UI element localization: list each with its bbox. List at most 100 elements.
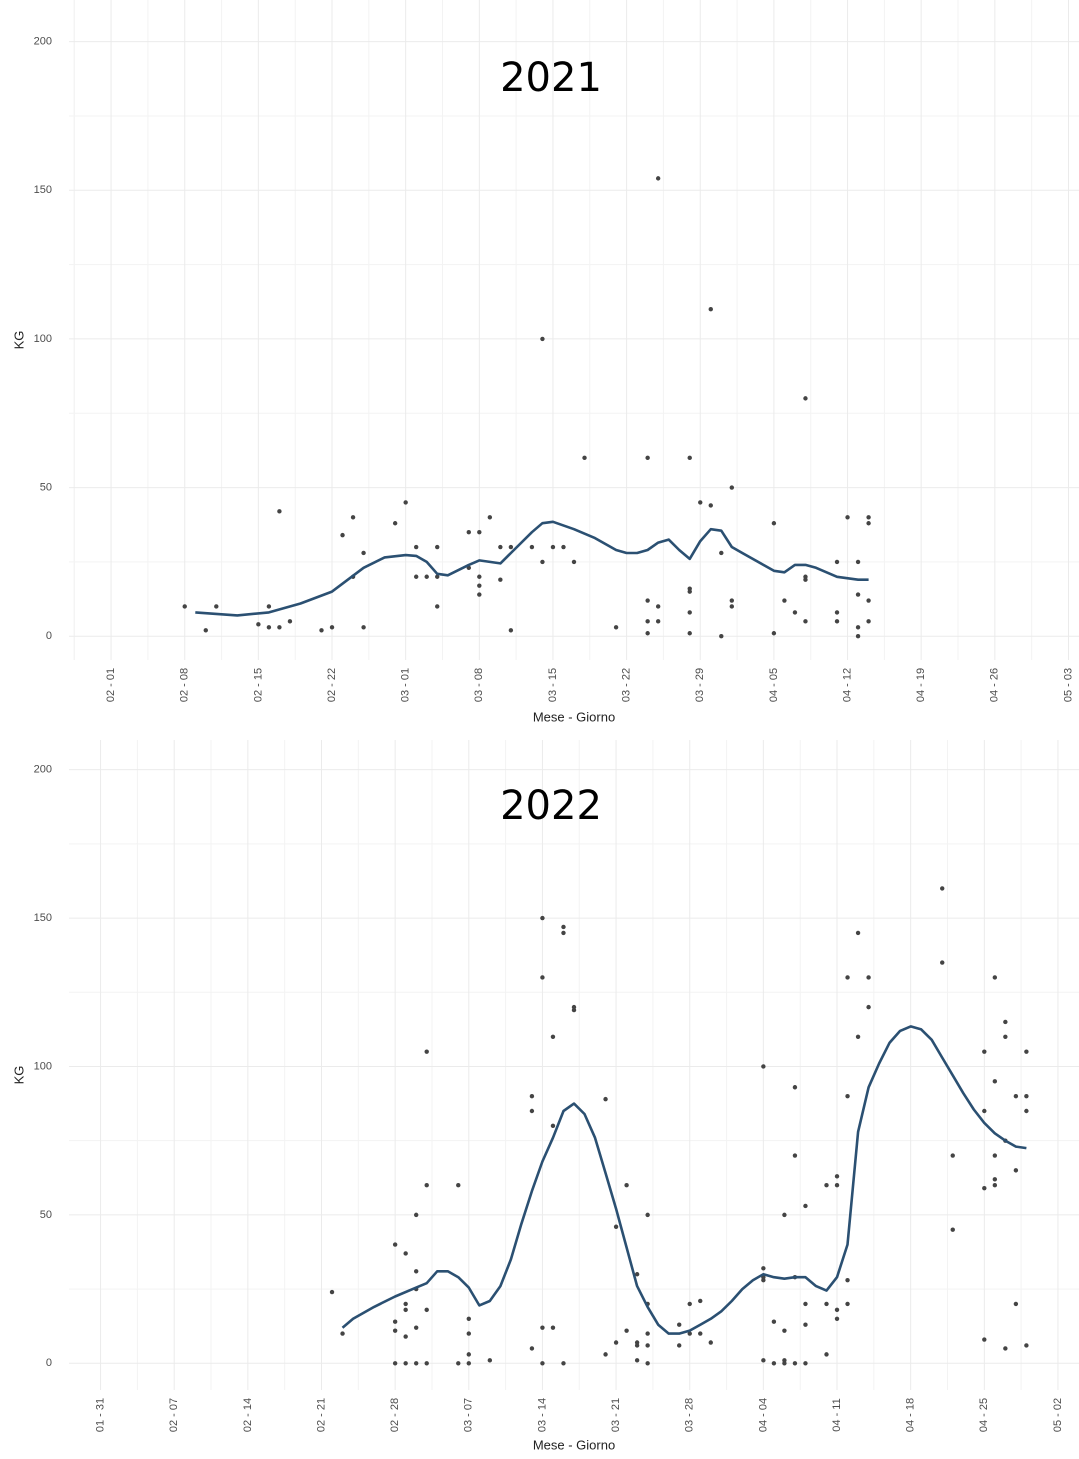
x-tick-label: 03 - 07	[463, 1398, 475, 1432]
data-point	[466, 1316, 471, 1321]
x-tick-label: 03 - 08	[473, 668, 485, 702]
data-point	[540, 1325, 545, 1330]
data-point	[645, 1212, 650, 1218]
data-point	[498, 544, 503, 550]
data-point	[392, 1361, 398, 1366]
x-tick-label: 04 - 04	[757, 1398, 769, 1432]
data-point	[792, 1361, 798, 1366]
data-point	[634, 1272, 640, 1277]
data-point	[529, 1346, 535, 1351]
data-point	[845, 515, 850, 520]
data-point	[866, 598, 871, 603]
trend-line	[195, 520, 869, 617]
data-point	[603, 1352, 608, 1357]
data-point	[708, 1340, 713, 1345]
data-point	[466, 1352, 471, 1357]
data-point	[992, 975, 998, 980]
x-axis-label: Mese - Giorno	[533, 709, 615, 724]
data-point	[424, 574, 429, 579]
data-point	[866, 521, 871, 526]
data-point	[1013, 1168, 1019, 1173]
x-tick-label: 03 - 14	[536, 1398, 548, 1432]
data-point	[413, 1269, 419, 1274]
data-point	[687, 631, 692, 636]
chart-title: 2021	[500, 55, 602, 101]
data-point	[782, 1328, 787, 1333]
data-point	[277, 509, 282, 514]
data-point	[329, 1289, 335, 1295]
data-point	[466, 529, 471, 535]
x-tick-label: 04 - 19	[915, 668, 927, 702]
data-point	[550, 1325, 556, 1330]
data-point	[729, 485, 735, 490]
data-point	[792, 1085, 798, 1090]
data-point	[361, 550, 366, 556]
x-tick-label: 02 - 22	[326, 668, 338, 702]
data-point	[940, 960, 945, 965]
y-tick-label: 0	[46, 630, 52, 642]
data-point	[687, 455, 692, 461]
x-tick-label: 02 - 01	[105, 668, 117, 702]
data-point	[529, 1108, 535, 1114]
data-point	[392, 521, 398, 526]
data-point	[866, 619, 871, 624]
data-point	[834, 1174, 840, 1179]
y-axis-label: KG	[11, 331, 26, 350]
data-point	[266, 625, 272, 630]
data-point	[855, 625, 861, 630]
data-point	[456, 1361, 461, 1366]
data-point	[645, 631, 650, 636]
data-point	[392, 1328, 398, 1333]
data-point	[624, 1328, 629, 1333]
data-point	[845, 1301, 850, 1307]
data-point	[540, 559, 545, 565]
data-point	[613, 1340, 619, 1345]
data-point	[803, 396, 808, 401]
data-point	[719, 634, 724, 639]
x-axis-label: Mese - Giorno	[533, 1437, 615, 1452]
data-point	[866, 975, 871, 980]
data-point	[634, 1358, 640, 1363]
data-point	[477, 529, 482, 535]
data-point	[561, 930, 566, 936]
data-point	[424, 1307, 429, 1313]
x-tick-label: 05 - 03	[1062, 668, 1074, 702]
data-point	[729, 604, 735, 609]
data-point	[655, 619, 661, 624]
data-point	[803, 1361, 808, 1366]
data-point	[624, 1183, 629, 1188]
data-point	[982, 1337, 987, 1342]
data-point	[803, 1203, 808, 1209]
data-point	[845, 975, 850, 980]
y-tick-label: 0	[46, 1357, 52, 1369]
data-point	[803, 1301, 808, 1307]
data-point	[834, 610, 840, 615]
data-point	[287, 619, 293, 624]
data-point	[855, 930, 861, 936]
data-point	[403, 1361, 408, 1366]
data-point	[824, 1301, 829, 1307]
data-point	[698, 1298, 703, 1304]
x-tick-label: 03 - 01	[400, 668, 412, 702]
data-point	[456, 1183, 461, 1188]
data-point	[982, 1108, 987, 1114]
data-point	[824, 1352, 829, 1357]
data-point	[613, 1224, 619, 1229]
data-point	[645, 1361, 650, 1366]
data-point	[1003, 1346, 1008, 1351]
data-point	[719, 550, 724, 556]
data-point	[529, 1093, 535, 1099]
data-point	[466, 1361, 471, 1366]
x-tick-label: 03 - 21	[610, 1398, 622, 1432]
data-point	[319, 628, 324, 633]
data-point	[634, 1343, 640, 1348]
data-point	[540, 336, 545, 342]
data-point	[655, 604, 661, 609]
data-point	[698, 1331, 703, 1336]
data-point	[540, 975, 545, 980]
data-point	[582, 455, 587, 461]
data-point	[540, 915, 545, 921]
data-point	[571, 559, 577, 565]
data-point	[782, 1361, 787, 1366]
